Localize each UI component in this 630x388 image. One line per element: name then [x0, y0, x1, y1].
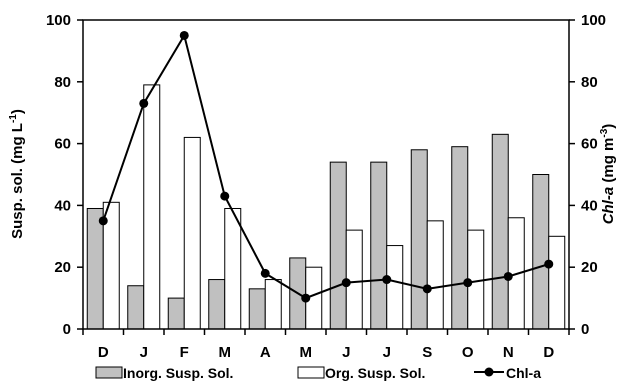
legend-label-chla: Chl-a [506, 365, 541, 381]
x-tick-label: M [300, 344, 313, 361]
bar-inorg-4 [248, 288, 266, 330]
bar-inorg-9 [451, 146, 469, 330]
point-chla-9 [463, 278, 473, 288]
point-chla-7 [382, 275, 392, 285]
bar-org-2 [183, 136, 201, 330]
x-tick-label: D [543, 344, 554, 361]
line-chla [102, 32, 550, 300]
x-tick-label: J [383, 344, 391, 361]
legend-swatch-org [297, 366, 325, 379]
point-chla-1 [139, 98, 149, 108]
point-chla-0 [98, 216, 108, 226]
point-chla-6 [341, 278, 351, 288]
y-axis-left-title-main: Susp. sol. (mg L [9, 123, 26, 239]
bar-org-4 [264, 279, 282, 330]
y-axis-right-title: Chl-a (mg m-3) [599, 124, 617, 225]
point-chla-11 [544, 259, 554, 269]
bar-org-1 [143, 84, 161, 330]
legend-label-inorg: Inorg. Susp. Sol. [123, 365, 233, 381]
bar-inorg-1 [127, 285, 145, 330]
plot-area [86, 30, 566, 330]
y-tick-left-label: 40 [54, 197, 71, 214]
y-tick-right-label: 20 [581, 259, 598, 276]
bar-inorg-6 [329, 161, 347, 330]
x-tick-label: D [98, 344, 109, 361]
point-chla-8 [422, 284, 432, 294]
point-chla-4 [260, 268, 270, 278]
x-tick-label: F [180, 344, 189, 361]
point-chla-3 [220, 191, 230, 201]
y-axis-right-title-tail: ) [600, 124, 617, 129]
legend-swatch-inorg [95, 366, 123, 379]
bar-org-7 [386, 245, 404, 330]
y-tick-right-label: 0 [581, 321, 589, 338]
y-axis-left-title: Susp. sol. (mg L-1) [8, 109, 26, 239]
y-axis-right-title-italic: Chl-a [600, 187, 617, 225]
bar-inorg-3 [208, 279, 226, 330]
y-axis-right-title-main: (mg m [600, 138, 617, 187]
bar-inorg-7 [370, 161, 388, 330]
x-tick-label: S [422, 344, 432, 361]
y-axis-right-title-sup: -3 [599, 128, 610, 137]
x-tick-label: J [342, 344, 350, 361]
bar-inorg-11 [532, 174, 550, 330]
y-tick-right-label: 60 [581, 136, 598, 153]
y-tick-left-label: 100 [46, 12, 71, 29]
y-tick-right-label: 100 [581, 12, 606, 29]
y-tick-right-label: 40 [581, 197, 598, 214]
x-tick-label: J [140, 344, 148, 361]
bar-org-11 [548, 235, 566, 330]
legend-marker-chla [484, 367, 494, 377]
bar-inorg-8 [410, 149, 428, 330]
y-tick-left-label: 20 [54, 259, 71, 276]
y-tick-left-label: 0 [63, 321, 71, 338]
x-tick-label: N [503, 344, 514, 361]
bar-org-3 [224, 207, 242, 330]
bar-org-8 [426, 220, 444, 330]
point-chla-2 [179, 30, 189, 40]
x-tick-label: M [219, 344, 232, 361]
bar-inorg-0 [86, 207, 104, 330]
y-tick-left-label: 60 [54, 136, 71, 153]
point-chla-5 [301, 293, 311, 303]
y-tick-left-label: 80 [54, 74, 71, 91]
axes: 0 0 20 20 40 40 60 60 80 80 100 100 D J F M A M J J S O N D [46, 12, 606, 361]
y-axis-left-title-sup: -1 [8, 114, 19, 123]
x-tick-label: A [260, 344, 271, 361]
y-tick-right-label: 80 [581, 74, 598, 91]
x-tick-label: O [462, 344, 474, 361]
bar-inorg-2 [167, 297, 185, 330]
legend-label-org: Org. Susp. Sol. [325, 365, 425, 381]
point-chla-10 [503, 271, 513, 281]
y-axis-left-title-tail: ) [9, 109, 26, 114]
legend: Inorg. Susp. Sol. Org. Susp. Sol. Chl-a [95, 365, 541, 381]
bar-inorg-10 [491, 133, 509, 330]
